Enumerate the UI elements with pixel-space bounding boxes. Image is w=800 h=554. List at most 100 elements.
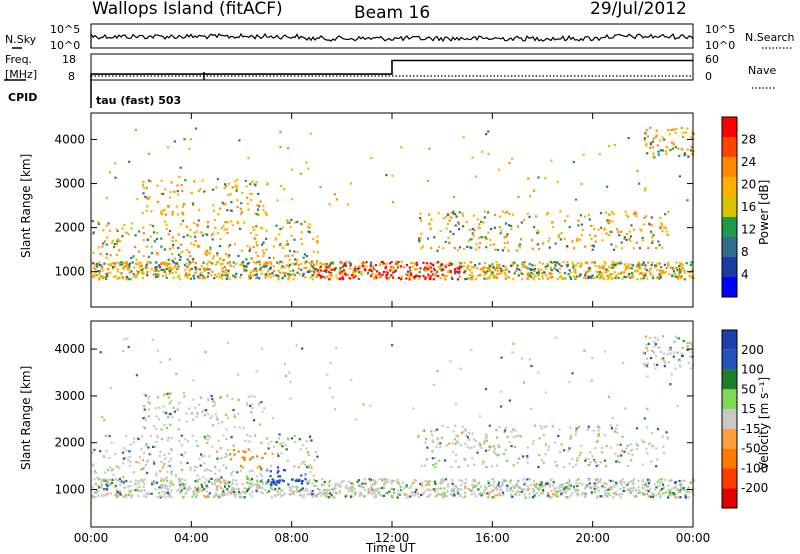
echo-cell [188, 267, 192, 271]
echo-cell [155, 266, 158, 269]
echo-cell [305, 447, 308, 450]
echo-cell [461, 496, 464, 499]
echo-cell [524, 481, 527, 484]
echo-cell [686, 199, 689, 202]
echo-cell [504, 271, 507, 275]
echo-cell [390, 487, 394, 490]
echo-cell [155, 472, 158, 475]
echo-cell [222, 224, 225, 228]
echo-cell [680, 352, 683, 355]
echo-cell [588, 233, 591, 237]
echo-cell [553, 488, 556, 491]
echo-cell [245, 401, 249, 404]
echo-cell [426, 495, 429, 498]
echo-cell [632, 483, 635, 486]
echo-cell [439, 230, 442, 233]
echo-cell [269, 272, 272, 275]
noise-trace [90, 31, 694, 48]
echo-cell [549, 276, 552, 279]
echo-cell [411, 482, 415, 485]
echo-cell [102, 455, 105, 458]
echo-cell [214, 263, 218, 266]
echo-cell [222, 258, 225, 262]
echo-cell [178, 258, 182, 262]
echo-cell [217, 213, 220, 216]
echo-cell [212, 232, 215, 235]
echo-cell [256, 260, 259, 263]
echo-cell [241, 483, 244, 486]
echo-cell [527, 273, 530, 276]
echo-cell [635, 241, 638, 244]
echo-cell [100, 483, 103, 486]
echo-cell [145, 245, 148, 248]
echo-cell [207, 398, 210, 401]
echo-cell [451, 451, 454, 454]
x-tick-label: 00:00 [74, 531, 109, 545]
echo-cell [563, 237, 566, 240]
echo-cell [417, 275, 420, 278]
echo-cell [273, 494, 276, 497]
echo-cell [649, 271, 652, 274]
echo-cell [629, 443, 632, 446]
echo-cell [365, 265, 368, 268]
echo-cell [254, 184, 257, 187]
echo-cell [571, 491, 574, 495]
echo-cell [228, 244, 232, 247]
echo-cell [219, 495, 222, 498]
echo-cell [217, 422, 220, 425]
echo-cell [152, 425, 155, 428]
echo-cell [284, 254, 287, 258]
echo-cell [482, 221, 485, 224]
echo-cell [212, 257, 215, 260]
echo-cell [141, 184, 144, 187]
echo-cell [359, 492, 362, 495]
echo-cell [92, 464, 95, 467]
echo-cell [342, 278, 345, 281]
echo-cell [283, 469, 287, 472]
echo-cell [656, 458, 659, 461]
echo-cell [435, 495, 438, 498]
echo-cell [286, 219, 289, 222]
echo-cell [168, 402, 171, 405]
echo-cell [653, 264, 657, 267]
echo-cell [389, 269, 392, 272]
echo-cell [569, 435, 572, 438]
echo-cell [138, 489, 141, 492]
echo-cell [126, 262, 129, 266]
echo-cell [422, 261, 425, 264]
echo-cell [114, 494, 117, 497]
echo-cell [449, 215, 452, 218]
echo-cell [316, 241, 319, 244]
echo-cell [677, 276, 680, 279]
echo-cell [246, 244, 249, 247]
echo-cell [360, 270, 363, 273]
echo-cell [685, 489, 688, 492]
echo-cell [385, 270, 388, 273]
echo-cell [311, 495, 314, 499]
echo-cell [500, 271, 503, 275]
echo-cell [249, 493, 252, 496]
echo-cell [206, 490, 209, 493]
echo-cell [328, 387, 331, 390]
echo-cell [562, 491, 565, 494]
echo-cell [670, 493, 673, 496]
echo-cell [667, 361, 670, 364]
echo-cell [555, 464, 558, 467]
echo-cell [484, 271, 487, 274]
echo-cell [225, 277, 228, 281]
echo-cell [621, 478, 624, 481]
echo-cell [254, 267, 257, 270]
echo-cell [216, 232, 220, 235]
echo-cell [521, 278, 524, 281]
echo-cell [198, 457, 201, 460]
echo-cell [213, 218, 216, 222]
echo-cell [97, 221, 100, 224]
echo-cell [636, 270, 639, 273]
echo-cell [230, 436, 233, 439]
echo-cell [647, 246, 650, 250]
echo-cell [140, 448, 143, 451]
echo-cell [237, 487, 240, 491]
echo-cell [116, 270, 119, 273]
echo-cell [400, 265, 403, 268]
echo-cell [478, 493, 481, 496]
